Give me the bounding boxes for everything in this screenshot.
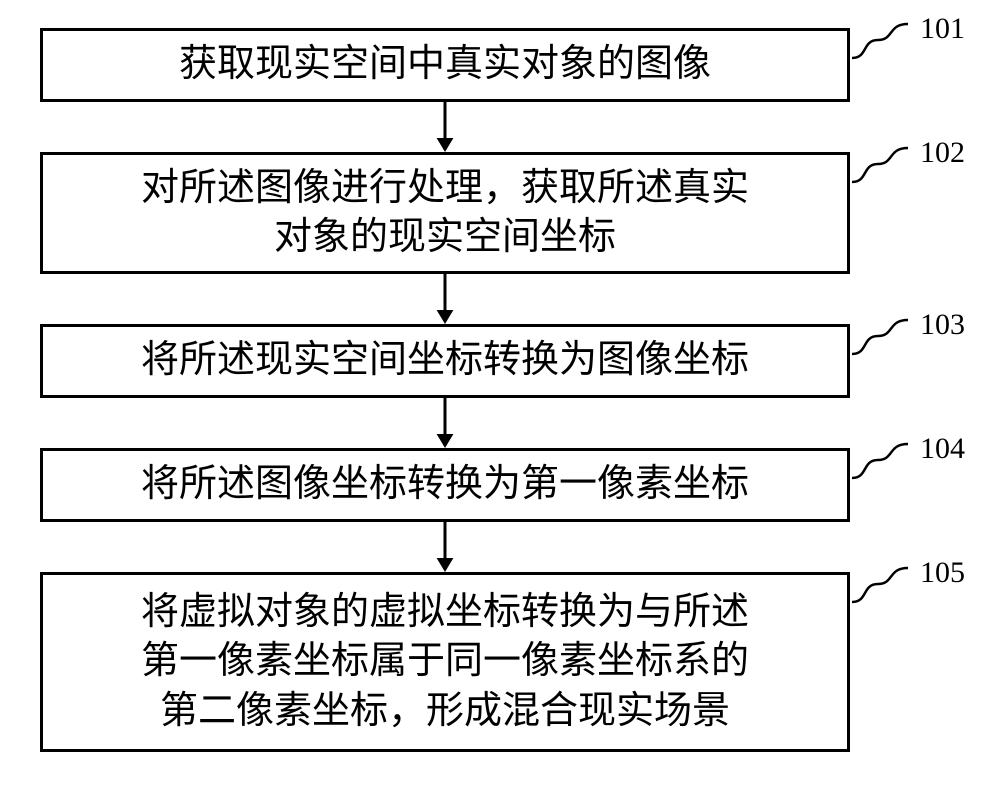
flow-step-text-104: 将所述图像坐标转换为第一像素坐标 <box>141 460 749 509</box>
connector-curve-101 <box>850 18 920 68</box>
arrow-103-104 <box>430 398 460 448</box>
flow-step-104: 将所述图像坐标转换为第一像素坐标 <box>40 448 850 522</box>
connector-curve-104 <box>850 438 920 488</box>
arrow-102-103 <box>430 274 460 324</box>
connector-curve-102 <box>850 142 920 192</box>
flow-step-label-102: 102 <box>920 136 965 170</box>
flow-step-label-104: 104 <box>920 432 965 466</box>
flow-step-102: 对所述图像进行处理，获取所述真实 对象的现实空间坐标 <box>40 152 850 274</box>
flow-step-text-103: 将所述现实空间坐标转换为图像坐标 <box>141 336 749 385</box>
flow-step-101: 获取现实空间中真实对象的图像 <box>40 28 850 102</box>
flow-step-text-102: 对所述图像进行处理，获取所述真实 对象的现实空间坐标 <box>141 164 749 263</box>
flow-step-105: 将虚拟对象的虚拟坐标转换为与所述 第一像素坐标属于同一像素坐标系的 第二像素坐标… <box>40 572 850 752</box>
flow-step-label-101: 101 <box>920 12 965 46</box>
connector-curve-105 <box>850 562 920 612</box>
flow-step-label-103: 103 <box>920 308 965 342</box>
arrow-101-102 <box>430 102 460 152</box>
connector-curve-103 <box>850 314 920 364</box>
arrow-104-105 <box>430 522 460 572</box>
flowchart-canvas: 获取现实空间中真实对象的图像 101 对所述图像进行处理，获取所述真实 对象的现实空… <box>0 0 1000 803</box>
flow-step-text-105: 将虚拟对象的虚拟坐标转换为与所述 第一像素坐标属于同一像素坐标系的 第二像素坐标… <box>141 588 749 736</box>
flow-step-text-101: 获取现实空间中真实对象的图像 <box>179 40 711 89</box>
flow-step-label-105: 105 <box>920 556 965 590</box>
flow-step-103: 将所述现实空间坐标转换为图像坐标 <box>40 324 850 398</box>
